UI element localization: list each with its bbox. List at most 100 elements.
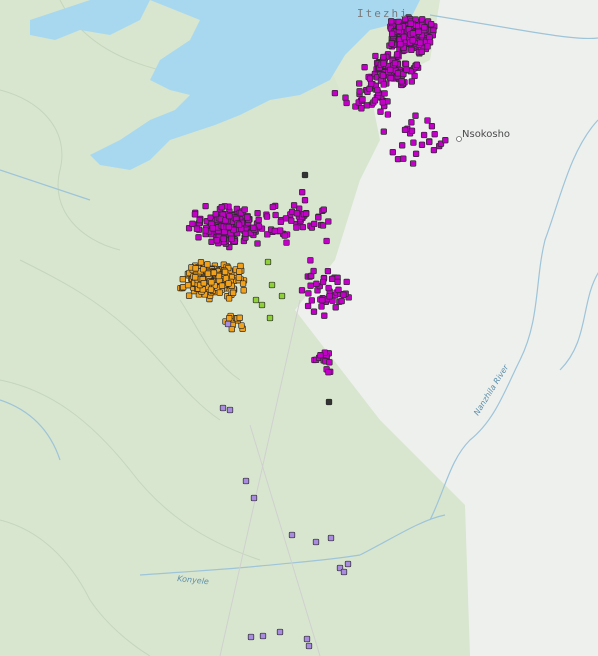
observation-point[interactable]: [254, 210, 261, 217]
observation-point[interactable]: [344, 560, 352, 568]
observation-point[interactable]: [185, 292, 193, 299]
observation-point[interactable]: [335, 286, 342, 293]
observation-point[interactable]: [421, 24, 428, 31]
observation-point[interactable]: [380, 60, 387, 67]
observation-point[interactable]: [208, 279, 215, 286]
observation-point[interactable]: [340, 291, 347, 298]
observation-point[interactable]: [258, 301, 266, 309]
observation-point[interactable]: [388, 40, 395, 47]
observation-point[interactable]: [192, 274, 199, 281]
observation-point[interactable]: [387, 75, 394, 82]
observation-point[interactable]: [408, 127, 416, 134]
observation-point[interactable]: [276, 628, 284, 636]
observation-point[interactable]: [372, 52, 379, 60]
points-layer[interactable]: [177, 14, 449, 650]
observation-point[interactable]: [340, 568, 348, 576]
observation-point[interactable]: [184, 282, 192, 289]
observation-point[interactable]: [325, 218, 332, 225]
observation-point[interactable]: [264, 231, 271, 238]
observation-point[interactable]: [367, 80, 375, 88]
observation-point[interactable]: [430, 146, 438, 154]
observation-point[interactable]: [356, 80, 363, 87]
observation-point[interactable]: [431, 131, 438, 138]
observation-point[interactable]: [342, 94, 349, 101]
observation-point[interactable]: [420, 131, 428, 139]
observation-point[interactable]: [380, 81, 387, 88]
observation-point[interactable]: [391, 59, 399, 67]
observation-point[interactable]: [397, 41, 404, 48]
observation-point[interactable]: [271, 227, 278, 235]
observation-point[interactable]: [379, 72, 387, 79]
observation-point[interactable]: [229, 289, 237, 296]
observation-point[interactable]: [277, 227, 284, 234]
observation-point[interactable]: [228, 325, 235, 333]
observation-point[interactable]: [332, 304, 339, 311]
observation-point[interactable]: [315, 214, 322, 221]
observation-point[interactable]: [240, 287, 247, 294]
observation-point[interactable]: [254, 240, 261, 247]
observation-point[interactable]: [343, 278, 350, 286]
observation-point[interactable]: [410, 139, 417, 146]
observation-point[interactable]: [371, 97, 379, 104]
observation-point[interactable]: [377, 108, 384, 115]
observation-point[interactable]: [358, 105, 365, 112]
observation-point[interactable]: [225, 223, 232, 231]
observation-point[interactable]: [310, 308, 318, 315]
observation-point[interactable]: [408, 119, 415, 126]
observation-point[interactable]: [325, 398, 333, 406]
observation-point[interactable]: [247, 633, 255, 641]
observation-point[interactable]: [359, 96, 366, 103]
observation-point[interactable]: [326, 359, 333, 366]
observation-point[interactable]: [236, 268, 243, 275]
observation-point[interactable]: [204, 270, 212, 277]
observation-point[interactable]: [417, 39, 424, 46]
observation-point[interactable]: [400, 155, 407, 162]
observation-point[interactable]: [269, 203, 276, 211]
observation-point[interactable]: [237, 262, 244, 270]
observation-point[interactable]: [319, 278, 327, 286]
observation-point[interactable]: [238, 322, 245, 329]
observation-point[interactable]: [301, 171, 309, 179]
observation-point[interactable]: [303, 635, 311, 643]
observation-point[interactable]: [409, 160, 417, 167]
observation-point[interactable]: [323, 237, 330, 245]
observation-point[interactable]: [244, 214, 251, 221]
observation-point[interactable]: [236, 314, 243, 321]
observation-point[interactable]: [403, 66, 410, 73]
observation-point[interactable]: [195, 234, 202, 241]
observation-point[interactable]: [334, 278, 341, 286]
observation-point[interactable]: [324, 267, 332, 275]
observation-point[interactable]: [321, 312, 328, 319]
observation-point[interactable]: [366, 75, 374, 82]
observation-point[interactable]: [200, 266, 207, 273]
observation-point[interactable]: [266, 314, 274, 322]
observation-point[interactable]: [283, 239, 290, 246]
observation-point[interactable]: [225, 280, 232, 287]
observation-point[interactable]: [189, 220, 196, 227]
observation-point[interactable]: [226, 406, 234, 414]
observation-point[interactable]: [310, 267, 317, 275]
observation-point[interactable]: [305, 642, 313, 650]
observation-point[interactable]: [293, 224, 300, 231]
observation-point[interactable]: [418, 48, 425, 55]
observation-point[interactable]: [288, 217, 295, 224]
observation-point[interactable]: [325, 369, 332, 376]
observation-point[interactable]: [361, 64, 368, 71]
observation-point[interactable]: [218, 204, 225, 211]
observation-point[interactable]: [424, 43, 431, 50]
observation-point[interactable]: [250, 494, 258, 502]
observation-point[interactable]: [317, 352, 324, 359]
observation-point[interactable]: [394, 155, 402, 163]
observation-point[interactable]: [278, 292, 286, 300]
observation-point[interactable]: [281, 232, 288, 239]
observation-point[interactable]: [255, 216, 262, 224]
observation-point[interactable]: [399, 142, 406, 149]
observation-point[interactable]: [210, 269, 218, 276]
observation-point[interactable]: [239, 280, 247, 287]
observation-point[interactable]: [407, 20, 414, 27]
observation-point[interactable]: [318, 303, 325, 310]
observation-point[interactable]: [307, 282, 314, 289]
observation-point[interactable]: [409, 37, 416, 44]
